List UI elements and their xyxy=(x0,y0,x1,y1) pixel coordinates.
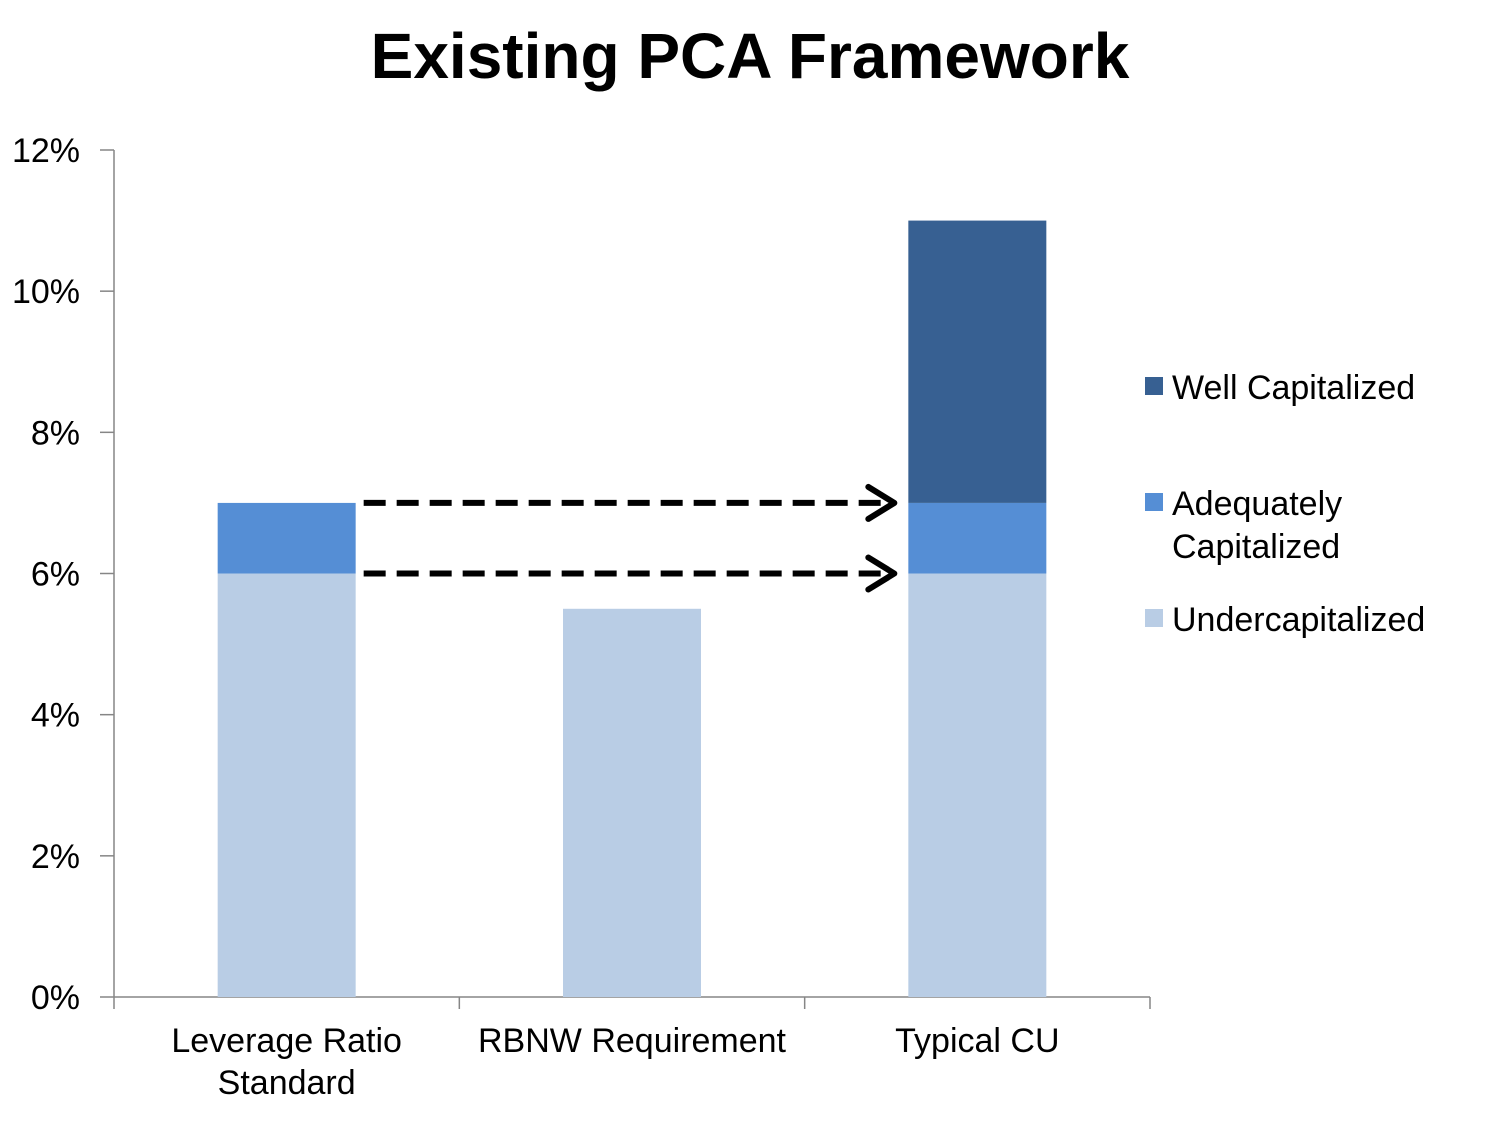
legend-swatch xyxy=(1145,609,1163,627)
legend-swatch xyxy=(1145,493,1163,511)
y-tick-label: 12% xyxy=(12,132,80,170)
x-tick-label: Leverage Ratio Standard xyxy=(171,1022,402,1102)
x-tick-label-line: Leverage Ratio xyxy=(171,1022,402,1060)
axes: 0% 2% 4% 6% 8% 10% 12% Leverage Ratio Standard RB… xyxy=(12,132,1151,1102)
bar-segment xyxy=(908,220,1047,503)
legend-label: Undercapitalized xyxy=(1172,601,1425,639)
y-tick-label: 4% xyxy=(31,697,80,735)
bar-segment xyxy=(908,573,1047,997)
bar-segment xyxy=(217,573,356,997)
legend-label-line: Capitalized xyxy=(1172,528,1340,566)
bar-segment xyxy=(217,502,356,574)
annotations xyxy=(363,483,898,593)
x-tick-label-line: Standard xyxy=(218,1064,356,1102)
arrow-head xyxy=(865,483,898,522)
x-tick-label: RBNW Requirement xyxy=(478,1022,787,1060)
legend: Well Capitalized Adequately Capitalized Und… xyxy=(1145,369,1425,639)
legend-swatch xyxy=(1145,377,1163,395)
legend-label-line: Undercapitalized xyxy=(1172,601,1425,639)
legend-label: Well Capitalized xyxy=(1172,369,1415,407)
bars xyxy=(217,220,1047,997)
y-tick-label: 2% xyxy=(31,838,80,876)
y-tick-label: 8% xyxy=(31,414,80,452)
bar-segment xyxy=(908,502,1047,574)
bar-segment xyxy=(563,608,701,997)
x-tick-label-line: Typical CU xyxy=(895,1022,1059,1060)
y-tick-label: 0% xyxy=(31,979,80,1017)
arrow-head xyxy=(865,554,898,593)
y-tick-label: 10% xyxy=(12,273,80,311)
y-tick-label: 6% xyxy=(31,556,80,594)
x-tick-label: Typical CU xyxy=(895,1022,1059,1060)
chart-title: Existing PCA Framework xyxy=(371,20,1130,92)
legend-label-line: Adequately xyxy=(1172,485,1342,523)
legend-label: Adequately Capitalized xyxy=(1172,485,1342,566)
x-tick-label-line: RBNW Requirement xyxy=(478,1022,787,1060)
legend-label-line: Well Capitalized xyxy=(1172,369,1415,407)
